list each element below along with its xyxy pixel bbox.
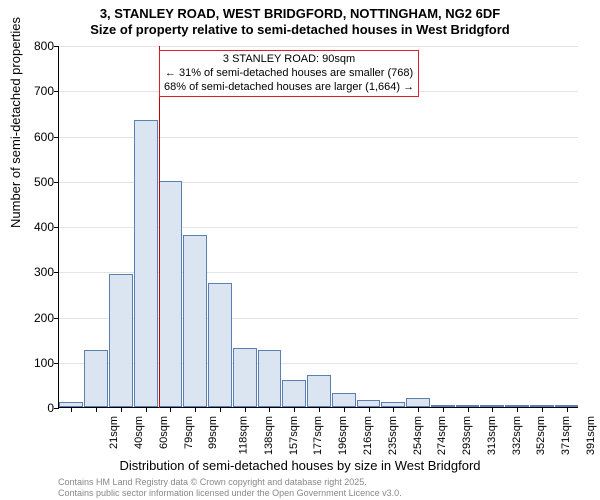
- y-tick-label: 600: [10, 130, 54, 144]
- histogram-bar: [332, 393, 356, 407]
- x-axis-label: Distribution of semi-detached houses by …: [0, 458, 600, 473]
- x-tick-mark: [418, 407, 419, 412]
- x-tick-mark: [220, 407, 221, 412]
- chart-title: 3, STANLEY ROAD, WEST BRIDGFORD, NOTTING…: [0, 0, 600, 39]
- histogram-bar: [183, 235, 207, 407]
- x-tick-label: 293sqm: [461, 416, 473, 455]
- x-tick-mark: [71, 407, 72, 412]
- x-tick-label: 99sqm: [207, 416, 219, 449]
- histogram-bar: [109, 274, 133, 407]
- x-tick-mark: [146, 407, 147, 412]
- annotation-line-2: ← 31% of semi-detached houses are smalle…: [164, 67, 414, 81]
- y-tick-label: 500: [10, 175, 54, 189]
- x-tick-label: 118sqm: [238, 416, 250, 454]
- x-tick-mark: [269, 407, 270, 412]
- title-line-2: Size of property relative to semi-detach…: [0, 22, 600, 38]
- x-tick-mark: [121, 407, 122, 412]
- x-tick-mark: [468, 407, 469, 412]
- y-tick-label: 800: [10, 39, 54, 53]
- x-tick-mark: [245, 407, 246, 412]
- annotation-line-1: 3 STANLEY ROAD: 90sqm: [164, 53, 414, 67]
- title-line-1: 3, STANLEY ROAD, WEST BRIDGFORD, NOTTING…: [0, 6, 600, 22]
- footer-attribution: Contains HM Land Registry data © Crown c…: [58, 477, 402, 498]
- y-tick-mark: [54, 182, 59, 183]
- y-tick-label: 100: [10, 356, 54, 370]
- x-tick-label: 40sqm: [133, 416, 145, 449]
- x-tick-mark: [319, 407, 320, 412]
- chart-container: 3, STANLEY ROAD, WEST BRIDGFORD, NOTTING…: [0, 0, 600, 500]
- x-tick-mark: [369, 407, 370, 412]
- x-tick-mark: [393, 407, 394, 412]
- x-tick-mark: [294, 407, 295, 412]
- y-tick-mark: [54, 46, 59, 47]
- histogram-bar: [159, 181, 183, 407]
- y-tick-label: 700: [10, 84, 54, 98]
- x-tick-label: 332sqm: [511, 416, 523, 455]
- x-tick-mark: [567, 407, 568, 412]
- x-tick-label: 177sqm: [313, 416, 325, 455]
- x-tick-label: 196sqm: [337, 416, 349, 455]
- y-tick-label: 400: [10, 220, 54, 234]
- x-tick-mark: [542, 407, 543, 412]
- x-tick-mark: [344, 407, 345, 412]
- x-tick-label: 371sqm: [560, 416, 572, 455]
- y-tick-mark: [54, 318, 59, 319]
- x-tick-label: 313sqm: [486, 416, 498, 455]
- x-tick-mark: [443, 407, 444, 412]
- x-tick-label: 391sqm: [585, 416, 597, 455]
- histogram-bar: [233, 348, 257, 407]
- y-tick-label: 300: [10, 265, 54, 279]
- y-tick-label: 200: [10, 311, 54, 325]
- x-tick-label: 60sqm: [158, 416, 170, 449]
- x-tick-label: 254sqm: [412, 416, 424, 455]
- footer-line-2: Contains public sector information licen…: [58, 488, 402, 498]
- histogram-bar: [208, 283, 232, 407]
- histogram-bar: [406, 398, 430, 407]
- y-tick-mark: [54, 408, 59, 409]
- x-tick-label: 138sqm: [263, 416, 275, 455]
- x-tick-label: 216sqm: [362, 416, 374, 455]
- x-tick-label: 79sqm: [183, 416, 195, 449]
- histogram-bar: [134, 120, 158, 407]
- y-tick-mark: [54, 91, 59, 92]
- x-tick-mark: [170, 407, 171, 412]
- histogram-bar: [258, 350, 282, 407]
- histogram-bar: [84, 350, 108, 407]
- annotation-line-3: 68% of semi-detached houses are larger (…: [164, 81, 414, 95]
- x-tick-label: 235sqm: [387, 416, 399, 455]
- x-tick-mark: [492, 407, 493, 412]
- x-tick-label: 352sqm: [535, 416, 547, 455]
- plot-area: 3 STANLEY ROAD: 90sqm← 31% of semi-detac…: [58, 46, 578, 408]
- histogram-bar: [357, 400, 381, 407]
- x-tick-label: 157sqm: [288, 416, 300, 455]
- gridline: [59, 46, 578, 47]
- x-tick-mark: [517, 407, 518, 412]
- y-tick-label: 0: [10, 401, 54, 415]
- histogram-bar: [282, 380, 306, 407]
- x-tick-mark: [195, 407, 196, 412]
- reference-line: [159, 46, 160, 408]
- x-tick-label: 21sqm: [108, 416, 120, 449]
- y-tick-mark: [54, 363, 59, 364]
- annotation-box: 3 STANLEY ROAD: 90sqm← 31% of semi-detac…: [159, 50, 419, 97]
- footer-line-1: Contains HM Land Registry data © Crown c…: [58, 477, 402, 487]
- y-tick-mark: [54, 227, 59, 228]
- y-tick-mark: [54, 137, 59, 138]
- x-tick-label: 274sqm: [436, 416, 448, 455]
- y-tick-mark: [54, 272, 59, 273]
- x-tick-mark: [96, 407, 97, 412]
- histogram-bar: [307, 375, 331, 407]
